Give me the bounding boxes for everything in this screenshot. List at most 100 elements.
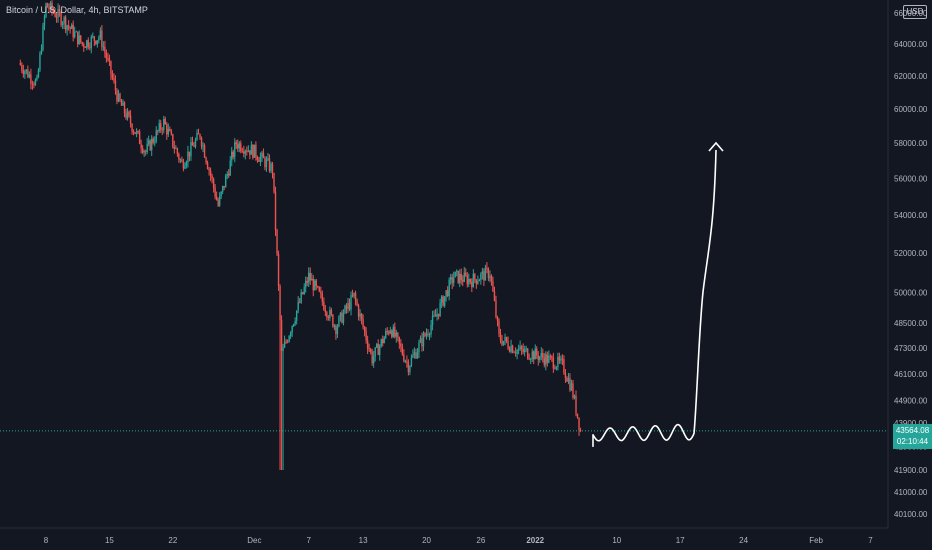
candle-body xyxy=(28,74,31,78)
time-tick-label: Feb xyxy=(809,536,823,545)
candle-body xyxy=(34,79,37,85)
candle-body xyxy=(114,80,117,91)
candle-body xyxy=(371,351,373,364)
candle-body xyxy=(448,279,450,296)
candle-body xyxy=(223,185,225,188)
price-tick-label: 60000.00 xyxy=(894,105,928,114)
candle-body xyxy=(218,196,221,206)
candle-body xyxy=(471,281,473,288)
candle-body xyxy=(442,296,444,306)
candle-body xyxy=(380,339,382,346)
candle-body xyxy=(564,373,567,378)
candle-body xyxy=(151,138,153,151)
candle-body xyxy=(291,326,293,333)
projection-drawing[interactable] xyxy=(592,149,717,447)
candle-body xyxy=(366,340,369,349)
candle-body xyxy=(129,115,132,125)
candle-body xyxy=(433,315,435,316)
candle-body xyxy=(342,313,345,323)
symbol-title[interactable]: Bitcoin / U.S. Dollar, 4h, BITSTAMP xyxy=(6,5,148,15)
candle-body xyxy=(419,338,422,343)
candle-body xyxy=(487,268,490,279)
candle-body xyxy=(173,146,176,149)
candle-body xyxy=(137,130,139,132)
candle-body xyxy=(237,144,239,149)
candle-body xyxy=(475,279,478,284)
candle-body xyxy=(386,331,388,332)
candle-body xyxy=(49,2,52,10)
candle-body xyxy=(536,348,538,356)
candle-body xyxy=(504,337,506,341)
candle-body xyxy=(116,90,118,102)
candle-body xyxy=(323,301,325,310)
candle-body xyxy=(215,196,218,201)
time-tick-label: 7 xyxy=(307,536,312,545)
candle-body xyxy=(271,163,274,173)
candle-body xyxy=(514,352,517,354)
candle-body xyxy=(66,25,68,30)
candle-body xyxy=(144,150,147,152)
candle-body xyxy=(205,157,207,163)
candle-body xyxy=(98,37,100,41)
candle-body xyxy=(273,172,275,192)
candle-body xyxy=(416,352,419,359)
candle-body xyxy=(477,281,479,284)
candle-body xyxy=(383,337,385,344)
candle-body xyxy=(265,159,268,168)
price-tick-label: 54000.00 xyxy=(894,211,928,220)
candle-body xyxy=(579,429,582,431)
price-tick-label: 48500.00 xyxy=(894,319,928,328)
candle-body xyxy=(314,280,316,291)
candle-body xyxy=(522,349,524,353)
candle-body xyxy=(336,326,339,335)
candle-body xyxy=(191,142,194,146)
candle-body xyxy=(425,333,428,336)
candle-body xyxy=(132,131,135,133)
candle-body xyxy=(389,330,391,334)
candle-body xyxy=(123,102,126,114)
candle-body xyxy=(268,158,271,171)
candle-body xyxy=(209,170,212,176)
candle-body xyxy=(67,25,70,28)
candle-body xyxy=(200,137,203,147)
candle-body xyxy=(252,145,254,158)
candle-body xyxy=(43,16,46,26)
candle-body xyxy=(489,275,491,279)
candle-body xyxy=(181,159,183,162)
candle-body xyxy=(262,152,265,159)
candle-body xyxy=(214,187,216,197)
candle-body xyxy=(169,129,171,131)
candle-body xyxy=(403,354,405,362)
candle-body xyxy=(480,273,482,280)
candle-body xyxy=(375,344,378,348)
time-tick-label: 22 xyxy=(168,536,177,545)
candle-body xyxy=(351,295,354,297)
candle-body xyxy=(250,145,253,155)
candle-body xyxy=(330,309,333,315)
currency-button[interactable]: USD xyxy=(903,5,927,19)
candle-body xyxy=(185,162,188,167)
candle-body xyxy=(490,275,493,282)
candle-body xyxy=(410,357,413,367)
candle-body xyxy=(188,151,191,157)
candle-body xyxy=(431,315,434,325)
candle-body xyxy=(166,124,168,135)
plot-area xyxy=(0,0,888,470)
candle-body xyxy=(30,74,32,84)
candle-body xyxy=(203,145,206,158)
candle-body xyxy=(460,273,462,281)
candle-body xyxy=(436,313,438,317)
candle-body xyxy=(22,70,25,75)
candle-body xyxy=(320,291,322,294)
candle-body xyxy=(543,357,545,365)
candle-body xyxy=(498,320,500,334)
candle-body xyxy=(131,124,133,132)
candle-body xyxy=(459,273,461,283)
candle-body xyxy=(357,305,360,317)
candle-body xyxy=(163,118,165,131)
candle-body xyxy=(261,152,263,157)
candle-body xyxy=(86,40,88,48)
candle-body xyxy=(256,157,259,161)
candle-body xyxy=(374,347,376,357)
